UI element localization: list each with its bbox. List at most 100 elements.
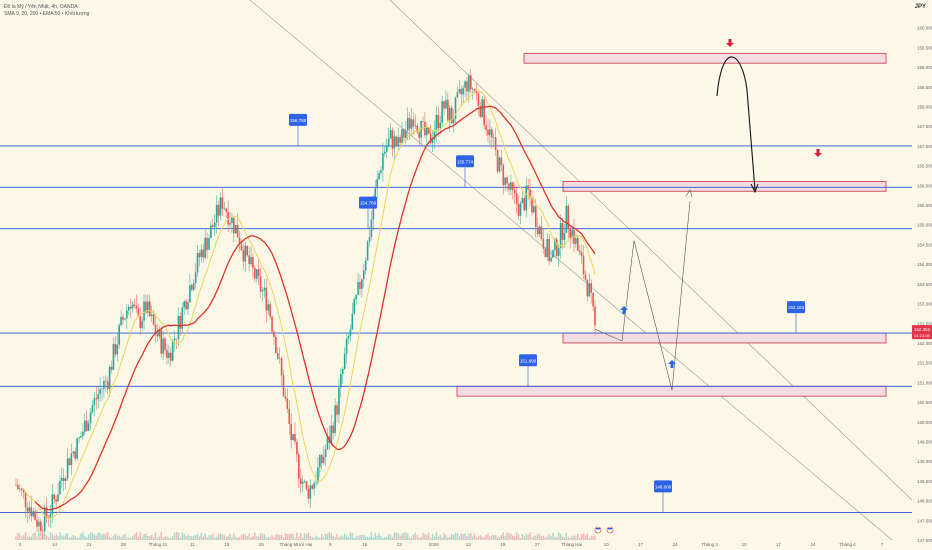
candle-body [414, 125, 417, 127]
volume-bar [483, 537, 485, 540]
volume-bar [590, 535, 592, 540]
candle-body [561, 223, 564, 240]
candle-body [555, 239, 558, 256]
volume-bar [72, 535, 75, 540]
volume-bar [223, 535, 225, 540]
candle-body [221, 197, 224, 209]
x-tick-label: 21 [86, 542, 92, 547]
label-text: 151.899 [520, 358, 537, 363]
candle-body [189, 285, 191, 303]
volume-bar [286, 534, 289, 540]
volume-bar [326, 533, 329, 540]
volume-bar [408, 537, 411, 540]
volume-bar [204, 533, 206, 540]
y-tick-label: 148.000 [917, 499, 932, 504]
volume-bar [206, 537, 208, 540]
candle-body [345, 338, 348, 354]
chart-header: Đô la Mỹ / Yên Nhật, 4h, OANDA SMA 9, 20… [4, 4, 89, 18]
candle-body [494, 137, 497, 151]
candle-body [311, 485, 313, 489]
volume-bar [428, 532, 430, 540]
candle-body [473, 88, 476, 92]
candle-body [139, 316, 142, 328]
candle-body [324, 449, 327, 457]
x-tick-label: 10 [742, 542, 748, 547]
volume-bar [307, 532, 310, 540]
volume-bar [552, 532, 554, 540]
candle-body [49, 513, 52, 518]
candle-body [57, 494, 59, 502]
supply-demand-zone [562, 180, 887, 192]
candle-body [194, 272, 197, 284]
volume-bar [78, 537, 80, 540]
volume-bar [143, 533, 145, 540]
candle-body [571, 229, 573, 238]
candle-body [330, 425, 333, 443]
ma-red-line [34, 105, 596, 511]
volume-bar [355, 536, 357, 540]
candle-body [479, 105, 482, 117]
y-tick-label: 151.500 [917, 361, 932, 366]
volume-bar [227, 536, 229, 540]
volume-bar [154, 532, 157, 540]
candle-body [171, 340, 174, 361]
volume-bar [147, 535, 149, 540]
volume-bar [565, 532, 568, 540]
volume-bar [349, 532, 352, 540]
candle-body [148, 301, 151, 317]
candle-body [122, 316, 124, 320]
candle-body [36, 519, 38, 527]
zones [456, 52, 887, 397]
candle-body [120, 316, 122, 326]
candle-body [533, 206, 535, 213]
volume-bar [384, 537, 386, 540]
candle-body [429, 133, 432, 144]
candle-body [410, 119, 413, 129]
candle-body [173, 338, 176, 341]
x-tick-label: 2026 [429, 542, 440, 547]
x-tick-label: 14 [52, 542, 58, 547]
candle-body [309, 485, 312, 499]
current-price-countdown: 01:23:05 [914, 333, 930, 338]
volume-bar [431, 533, 434, 540]
candle-body [242, 250, 245, 262]
candle-body [307, 488, 310, 499]
volume-bar [277, 534, 279, 540]
currency-label[interactable]: JPY [914, 4, 926, 10]
volume-bar [353, 537, 355, 540]
volume-bar [405, 532, 407, 540]
volume-bar [575, 536, 577, 540]
candle-body [169, 352, 172, 361]
y-tick-label: 154.000 [917, 262, 932, 267]
volume-bar [107, 532, 109, 540]
volume-bar [317, 537, 319, 540]
candle-body [97, 394, 99, 400]
candle-body [540, 226, 543, 239]
candles [15, 68, 596, 540]
volume-bar [588, 537, 590, 540]
volume-bar [87, 534, 90, 540]
candle-body [110, 366, 113, 370]
x-tick-label: 24 [811, 542, 817, 547]
volume-bar [158, 536, 161, 540]
volume-bar [416, 534, 418, 540]
moving-averages [23, 88, 596, 520]
candle-body [17, 485, 19, 490]
candle-body [273, 331, 275, 337]
projection-zigzag [594, 201, 691, 391]
candle-body [401, 129, 403, 143]
volume-bar [194, 534, 197, 540]
y-tick-label: 159.000 [917, 65, 932, 70]
volume-bar [252, 535, 254, 540]
candle-body [548, 238, 550, 262]
volume-bar [454, 532, 457, 540]
candle-body [353, 299, 356, 314]
candle-body [433, 130, 436, 140]
candle-body [15, 484, 17, 486]
candle-body [435, 114, 438, 131]
candle-body [292, 434, 294, 440]
volume-bar [445, 535, 447, 540]
volume-bar [351, 533, 354, 540]
volume-bar [292, 534, 294, 540]
